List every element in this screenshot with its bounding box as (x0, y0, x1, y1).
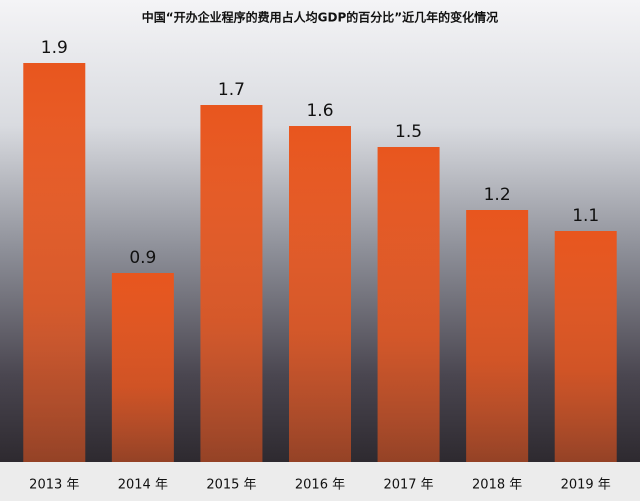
data-label: 0.9 (129, 248, 156, 268)
label-strip (0, 462, 640, 501)
chart-title: 中国“开办企业程序的费用占人均GDP的百分比”近几年的变化情况 (142, 10, 498, 25)
data-label: 1.2 (484, 185, 511, 205)
data-label: 1.9 (41, 38, 68, 58)
x-tick-label: 2013 年 (29, 478, 79, 493)
x-tick-label: 2014 年 (118, 478, 168, 493)
data-label: 1.5 (395, 122, 422, 142)
x-tick-label: 2017 年 (383, 478, 433, 493)
data-label: 1.1 (572, 206, 599, 226)
data-label: 1.6 (306, 101, 333, 121)
bar (466, 210, 529, 462)
x-tick-label: 2016 年 (295, 478, 345, 493)
data-label: 1.7 (218, 80, 245, 100)
bar (23, 63, 86, 462)
x-tick-label: 2015 年 (206, 478, 256, 493)
bar (377, 147, 440, 462)
bar (289, 126, 351, 462)
x-tick-label: 2019 年 (561, 478, 611, 493)
bar (200, 105, 263, 462)
bar (111, 273, 174, 462)
x-tick-label: 2018 年 (472, 478, 522, 493)
bar (554, 231, 617, 462)
